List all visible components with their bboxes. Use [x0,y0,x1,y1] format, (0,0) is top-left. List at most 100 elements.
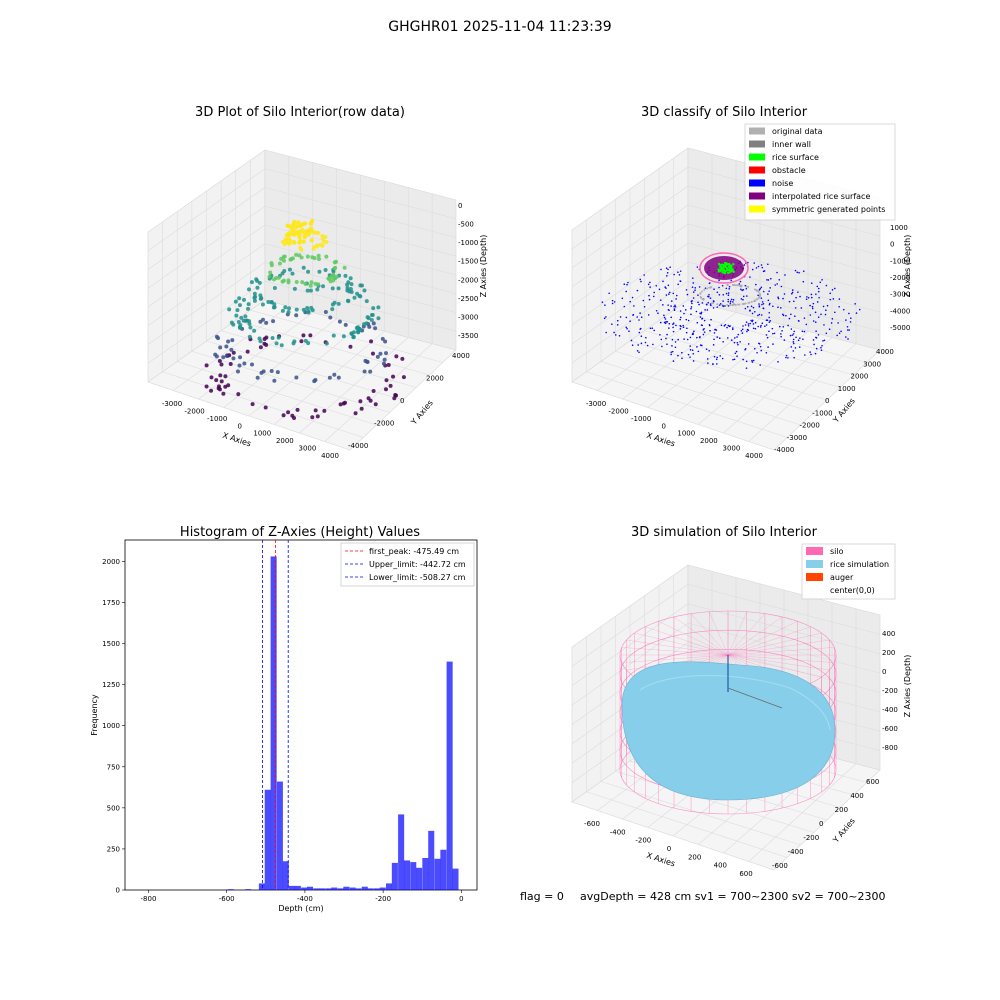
noise-point [787,324,789,327]
raw-point [242,361,247,366]
noise-point [733,341,736,344]
noise-point [794,315,796,318]
histogram-bar [282,861,289,890]
classify-legend-label: obstacle [772,166,806,175]
raw-point [348,276,353,281]
silo-roof-rib [727,626,811,656]
noise-point [802,270,805,273]
noise-point [689,345,691,347]
silo-roof-rib [658,621,729,656]
noise-point [790,328,793,330]
noise-point [810,353,812,356]
raw-point [231,356,236,361]
noise-point [698,303,700,306]
raw-point [341,334,346,339]
noise-point [846,329,849,331]
simulation-y-tick: -600 [772,862,788,870]
noise-point [681,357,683,360]
raw-point [288,224,293,229]
simulation-z-tick: 0 [882,668,886,676]
noise-point [732,358,734,361]
raw-point [328,315,333,320]
raw-point [401,375,406,380]
noise-point [637,344,639,346]
silo-roof-rib [709,611,729,656]
noise-point [740,288,742,291]
noise-point [789,334,792,337]
noise-point [797,291,799,293]
noise-point [662,304,664,306]
raw-point [359,283,364,288]
classify-z-label: Z Axies (Depth) [903,235,912,298]
noise-point [758,313,761,316]
histogram-bar [276,781,283,890]
simulation-x-tick: -600 [584,820,600,828]
wall-point [756,298,759,301]
classify-x-tick: 2000 [700,437,718,445]
noise-point [732,298,735,301]
noise-point [753,311,756,313]
rice-surface-point [721,266,725,269]
simulation-x-tick: 400 [714,862,727,870]
noise-point [659,299,662,301]
noise-point [649,281,651,284]
noise-point [795,336,797,339]
noise-point [855,312,858,314]
raw-point [294,375,299,380]
raw-data-3d-panel: 3D Plot of Silo Interior(row data) -3000… [147,105,488,460]
noise-point [788,300,791,303]
noise-point [751,319,754,322]
noise-point [677,271,679,274]
raw-point [227,307,232,312]
raw-point [261,369,266,374]
noise-point [820,349,823,352]
noise-point [793,356,795,359]
noise-point [670,351,673,353]
histogram-x-tick: -800 [141,895,157,903]
noise-point [707,295,709,298]
raw-point [209,388,214,393]
noise-point [751,312,754,315]
noise-point [822,340,824,342]
histogram-bar [325,888,332,890]
raw-point [229,320,234,325]
wall-point [753,299,756,302]
noise-point [701,302,704,304]
noise-point [715,358,718,361]
histogram-bar [227,889,234,890]
raw-point [238,355,243,360]
classify-z-tick: 1000 [890,224,908,232]
noise-point [809,314,812,316]
noise-point [672,292,675,295]
noise-point [802,280,805,283]
raw-point [267,274,272,279]
rice-simulation-surface [621,661,836,801]
rice-surface-point [732,263,735,266]
noise-point [673,305,675,308]
noise-point [692,282,695,284]
histogram-y-tick: 500 [107,804,120,812]
raw-x-tick: 3000 [299,445,317,453]
noise-point [726,337,729,339]
noise-point [818,296,820,299]
noise-point [742,295,745,298]
noise-point [747,343,750,345]
noise-point [768,290,770,292]
simulation-legend-swatch [806,560,823,568]
raw-point [333,265,338,270]
noise-point [692,352,695,355]
raw-point [239,315,244,320]
noise-point [652,343,654,346]
noise-point [679,316,682,319]
wall-point [750,300,753,303]
raw-point [338,402,343,407]
noise-point [793,330,796,333]
raw-y-tick: 0 [400,397,404,405]
noise-point [822,305,825,308]
noise-point [767,299,770,302]
histogram-bar [416,867,423,890]
classify-legend-label: symmetric generated points [772,205,885,214]
noise-point [796,271,799,274]
raw-point [243,314,248,319]
histogram-bar [373,888,380,890]
